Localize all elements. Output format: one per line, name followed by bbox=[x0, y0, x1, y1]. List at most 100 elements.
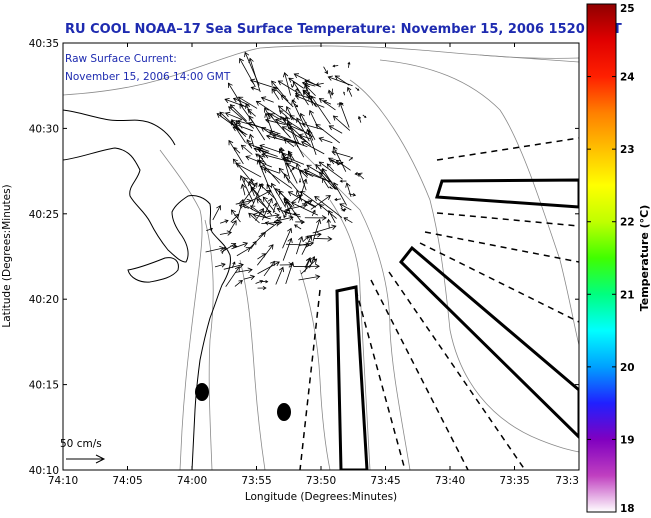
current-vector bbox=[261, 221, 282, 225]
current-vector bbox=[336, 103, 343, 105]
current-vector bbox=[261, 127, 272, 135]
current-vector bbox=[229, 220, 237, 232]
current-vector bbox=[296, 163, 307, 191]
colorbar-ramp bbox=[586, 3, 617, 513]
current-vector bbox=[306, 129, 317, 155]
current-vector bbox=[278, 80, 298, 93]
current-vector bbox=[283, 210, 301, 218]
current-vector bbox=[255, 280, 263, 284]
current-vector bbox=[251, 183, 263, 207]
current-vector bbox=[263, 168, 293, 189]
x-tick-label: 73:35 bbox=[499, 475, 529, 487]
current-vector bbox=[280, 116, 287, 124]
current-vector bbox=[333, 146, 347, 172]
radar-station-marker bbox=[277, 403, 291, 421]
x-tick-label: 74:05 bbox=[112, 475, 142, 487]
current-vector bbox=[334, 198, 342, 201]
current-vector bbox=[260, 165, 280, 174]
current-vector bbox=[277, 208, 290, 215]
current-vector bbox=[288, 191, 317, 208]
current-vector bbox=[288, 152, 293, 163]
current-vector bbox=[314, 238, 332, 240]
radar-beams bbox=[299, 137, 579, 470]
current-vector bbox=[235, 162, 262, 178]
current-vector bbox=[301, 235, 312, 255]
current-vector bbox=[242, 182, 258, 202]
current-vector bbox=[302, 82, 316, 87]
current-vector bbox=[295, 93, 312, 100]
current-vector bbox=[233, 147, 241, 154]
current-vector bbox=[245, 103, 252, 115]
current-vector bbox=[308, 130, 314, 141]
current-vector bbox=[312, 219, 321, 242]
current-vector bbox=[244, 52, 260, 86]
x-tick-label: 73:45 bbox=[370, 475, 400, 487]
x-tick-label: 73:55 bbox=[241, 475, 271, 487]
y-tick-label: 40:30 bbox=[29, 123, 59, 135]
colorbar-tick-label: 22 bbox=[620, 217, 635, 229]
y-axis-ticks: 40:35 40:30 40:25 40:20 40:15 40:10 bbox=[29, 38, 579, 477]
current-vector bbox=[281, 153, 298, 184]
current-vector bbox=[311, 210, 316, 217]
current-vector bbox=[343, 217, 353, 224]
current-vector bbox=[319, 204, 337, 219]
beam-south bbox=[335, 285, 369, 470]
current-vector bbox=[284, 138, 295, 148]
current-vector bbox=[231, 242, 248, 250]
x-axis-ticks: 74:10 74:05 74:00 73:55 73:50 73:45 73:40 73:35… bbox=[48, 43, 580, 487]
current-vector bbox=[348, 62, 350, 68]
current-vector bbox=[279, 110, 287, 117]
current-vector bbox=[302, 89, 313, 98]
current-vector bbox=[298, 179, 307, 203]
current-vector bbox=[284, 72, 292, 96]
current-vector bbox=[332, 65, 339, 67]
current-vector bbox=[294, 224, 302, 230]
current-vector bbox=[234, 280, 243, 287]
map-plot-area: Raw Surface Current: November 15, 2006 1… bbox=[60, 42, 580, 471]
current-vector bbox=[241, 184, 246, 196]
colorbar-tick-label: 21 bbox=[620, 289, 635, 301]
current-vector bbox=[260, 211, 271, 213]
current-vector bbox=[264, 107, 271, 119]
y-axis-label: Latitude (Degrees:Minutes) bbox=[1, 184, 13, 327]
current-vector bbox=[291, 194, 302, 203]
current-vector bbox=[339, 203, 352, 211]
current-vector bbox=[243, 276, 255, 280]
coastline bbox=[63, 109, 231, 470]
current-vector bbox=[339, 102, 350, 128]
current-vector bbox=[292, 81, 309, 106]
current-vector bbox=[319, 161, 343, 180]
current-vector bbox=[296, 190, 303, 202]
radar-station-marker bbox=[195, 383, 209, 401]
current-vector bbox=[329, 125, 343, 134]
current-vector bbox=[283, 210, 288, 218]
current-vector bbox=[225, 112, 242, 120]
x-tick-label: 74:00 bbox=[177, 475, 207, 487]
current-vector bbox=[250, 190, 271, 202]
current-vector bbox=[315, 124, 341, 144]
current-vector bbox=[293, 213, 300, 216]
current-vector bbox=[302, 123, 324, 131]
current-vector bbox=[248, 143, 270, 152]
x-tick-label: 73:3 bbox=[555, 475, 579, 487]
x-tick-label: 73:40 bbox=[435, 475, 465, 487]
current-vector bbox=[323, 66, 328, 74]
current-vector bbox=[312, 225, 336, 234]
current-vector bbox=[228, 82, 244, 107]
current-vector bbox=[235, 120, 243, 129]
beam-north bbox=[435, 178, 579, 209]
current-vector bbox=[305, 85, 316, 97]
y-tick-label: 40:25 bbox=[29, 209, 59, 221]
current-vector bbox=[302, 200, 313, 205]
current-vector bbox=[322, 168, 337, 190]
current-vector bbox=[337, 161, 344, 166]
current-vector bbox=[233, 158, 256, 187]
colorbar-tick-label: 24 bbox=[620, 72, 635, 84]
current-vector bbox=[306, 233, 322, 237]
current-vector bbox=[274, 216, 294, 222]
current-vector bbox=[286, 124, 291, 130]
current-vector bbox=[273, 216, 282, 224]
current-vector bbox=[299, 169, 308, 178]
current-vector bbox=[286, 163, 314, 178]
current-vector bbox=[282, 228, 292, 249]
